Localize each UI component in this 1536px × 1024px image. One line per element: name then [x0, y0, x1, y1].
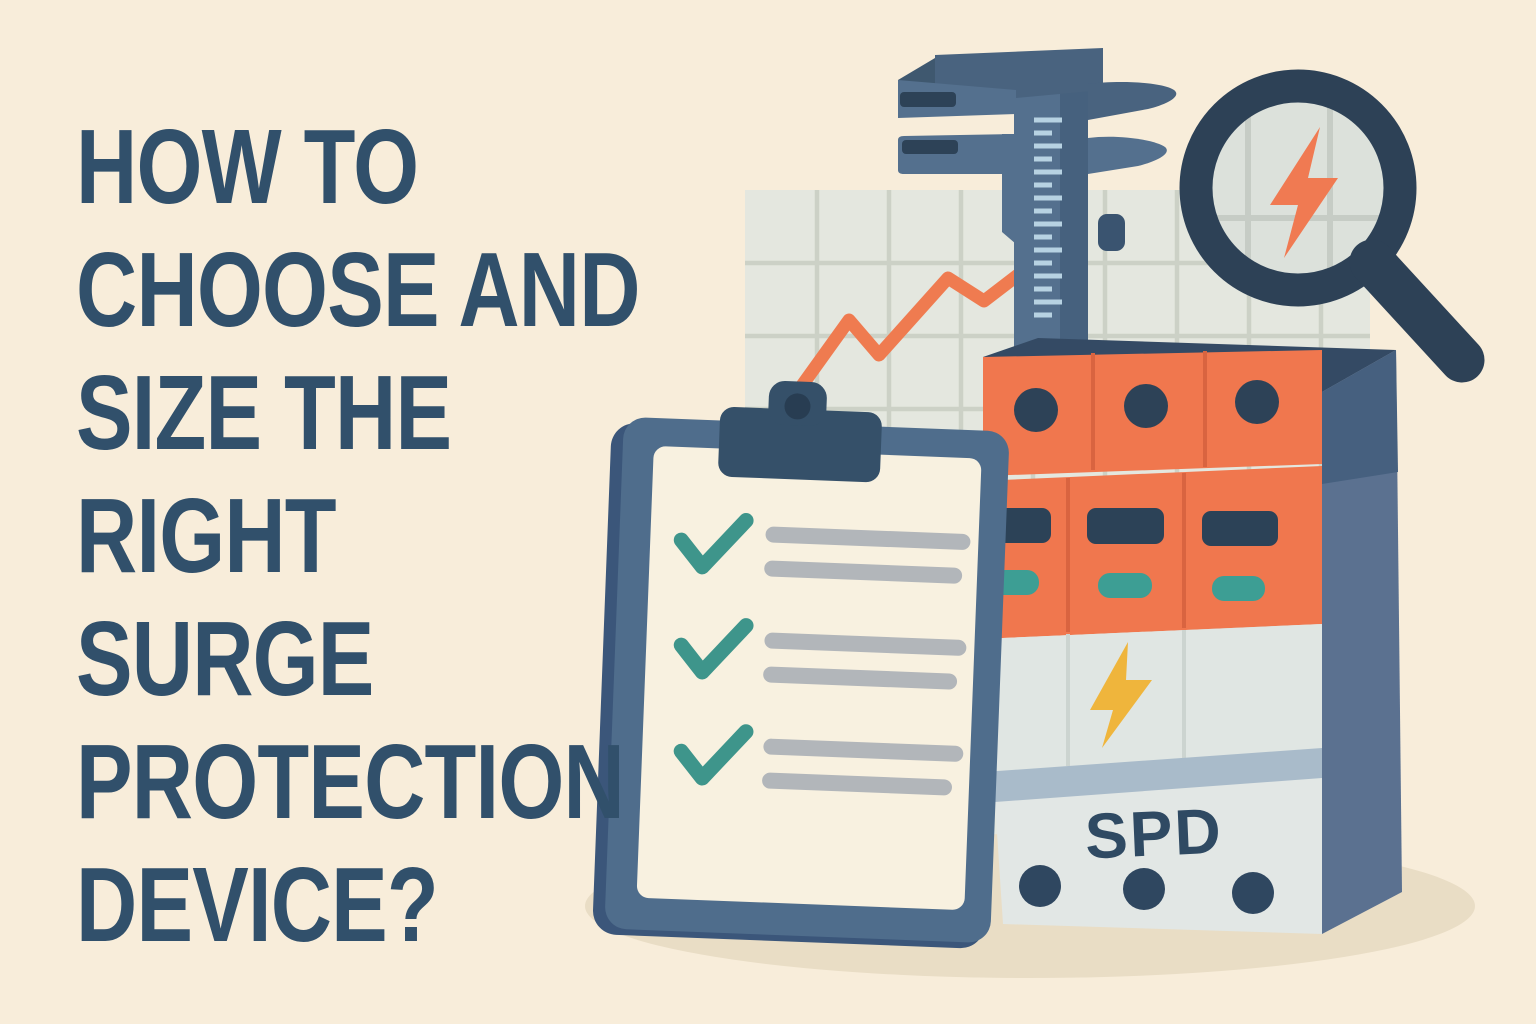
section-divider: [1066, 630, 1186, 766]
checklist-check-icon: [673, 513, 754, 575]
module-indicator: [1098, 573, 1152, 598]
checklist-line: [765, 526, 971, 550]
module-port: [1124, 384, 1168, 428]
device-module-row-top: [983, 350, 1322, 476]
base-bevel: [984, 748, 1322, 804]
page-title: HOW TO CHOOSE AND SIZE THE RIGHT SURGE P…: [76, 106, 796, 967]
title-line: PROTECTION: [76, 723, 625, 841]
spd-device: SPD: [957, 338, 1402, 934]
clipboard-clip: [718, 407, 882, 483]
checklist: [673, 513, 971, 796]
device-module-row-middle: [957, 466, 1322, 640]
device-base: SPD: [984, 748, 1322, 934]
lightning-bolt-icon: [1090, 642, 1152, 748]
module-divider: [1066, 473, 1186, 632]
title-line: HOW TO: [76, 108, 419, 226]
device-lower-section: [957, 624, 1322, 774]
base-port: [1232, 872, 1274, 914]
device-side-shade: [1322, 350, 1398, 484]
lightning-bolt-icon: [1270, 127, 1338, 258]
checklist-line: [763, 666, 958, 690]
module-indicator: [1212, 576, 1265, 601]
magnifier-handle: [1349, 239, 1485, 383]
module-divider: [1091, 351, 1207, 470]
title-line: DEVICE?: [76, 846, 439, 964]
checklist-item: [673, 724, 964, 796]
base-port: [1019, 865, 1061, 907]
base-port: [1123, 868, 1165, 910]
title-line: SURGE: [76, 600, 374, 718]
caliper-jaw-notch: [902, 140, 958, 154]
device-side-face: [1322, 350, 1402, 934]
caliper-ruler-ticks: [1034, 117, 1062, 318]
title-line: RIGHT: [76, 477, 337, 595]
clip-hole: [784, 393, 811, 420]
magnifier-icon: [1179, 69, 1485, 383]
title-line: SIZE THE: [76, 354, 452, 472]
caliper-upper-fin: [1088, 82, 1177, 120]
magnifier-ring: [1179, 69, 1417, 307]
module-window: [1087, 508, 1164, 544]
caliper-upper-jaw: [898, 80, 1016, 118]
caliper-lower-fin: [1088, 136, 1167, 174]
checklist-item: [673, 618, 967, 690]
caliper-beam-shade: [1060, 52, 1088, 360]
caliper-jaw-notch: [900, 92, 956, 107]
trend-line: [786, 245, 1055, 405]
clipboard-icon: [592, 380, 1009, 949]
checklist-line: [764, 632, 967, 656]
module-port: [1014, 388, 1058, 432]
checklist-item: [673, 513, 971, 584]
module-window: [1202, 511, 1278, 546]
checklist-check-icon: [673, 618, 754, 680]
caliper-icon: [898, 48, 1177, 360]
spd-label: SPD: [1084, 795, 1225, 873]
module-port: [1235, 380, 1279, 424]
title-line: CHOOSE AND: [76, 231, 640, 349]
checklist-line: [764, 560, 963, 584]
checklist-line: [762, 772, 952, 796]
checklist-line: [763, 738, 964, 762]
checklist-check-icon: [673, 724, 754, 786]
caliper-knob: [1098, 214, 1125, 251]
